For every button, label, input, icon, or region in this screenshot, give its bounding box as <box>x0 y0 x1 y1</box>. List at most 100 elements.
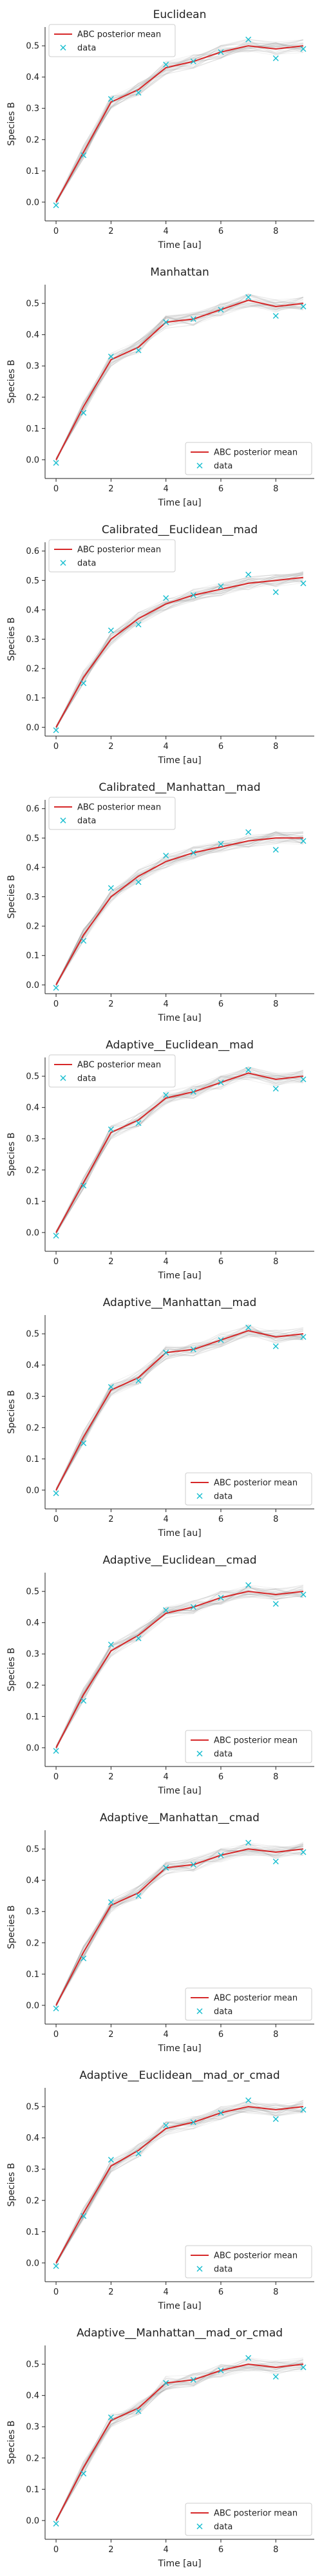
data-marker-stroke <box>135 1120 142 1126</box>
posterior-sample-line <box>55 303 303 460</box>
posterior-sample-line <box>55 294 303 459</box>
y-tick-label: 0.4 <box>26 73 39 82</box>
y-tick-label: 0.0 <box>26 1743 39 1753</box>
x-tick-label: 8 <box>273 2545 278 2555</box>
y-axis-label: Species B <box>6 1906 17 1949</box>
posterior-sample-line <box>55 1591 303 1749</box>
data-marker-stroke <box>80 2470 87 2477</box>
y-tick-label: 0.3 <box>26 1392 39 1402</box>
y-tick-label: 0.3 <box>26 893 39 902</box>
y-tick-label: 0.6 <box>26 547 39 556</box>
data-marker-stroke <box>190 1861 196 1868</box>
legend-frame <box>185 1987 312 2021</box>
data-marker <box>300 46 307 52</box>
data-marker-stroke <box>108 354 114 360</box>
data-marker <box>190 1861 196 1868</box>
data-marker-stroke <box>135 1635 142 1642</box>
posterior-sample-line <box>55 1330 304 1491</box>
posterior-sample-line <box>55 44 303 204</box>
data-marker-stroke <box>245 2097 252 2103</box>
x-tick-label: 4 <box>164 2287 169 2297</box>
posterior-sample-line <box>55 1075 304 1233</box>
posterior-sample-line <box>55 1329 304 1490</box>
data-marker <box>53 1233 59 1239</box>
y-tick-label: 0.4 <box>26 2134 39 2143</box>
data-marker <box>272 847 279 853</box>
posterior-sample-line <box>55 2364 303 2521</box>
posterior-sample-line <box>55 43 303 202</box>
posterior-sample-line <box>55 2367 303 2521</box>
data-marker-stroke <box>163 1607 169 1613</box>
data-marker <box>53 1748 59 1754</box>
data-marker <box>245 1582 252 1588</box>
x-tick-label: 0 <box>53 2287 59 2297</box>
data-marker <box>80 1955 87 1962</box>
posterior-sample-line <box>55 1584 304 1748</box>
posterior-sample-line <box>55 2107 303 2264</box>
data-marker <box>108 2157 114 2163</box>
posterior-sample-line <box>55 1589 304 1748</box>
data-marker <box>272 313 279 319</box>
data-marker-stroke <box>245 829 252 835</box>
data-marker-stroke <box>218 307 224 313</box>
y-tick-label: 0.0 <box>26 2259 39 2268</box>
posterior-sample-line <box>55 573 304 729</box>
chart-panel: Manhattan 0 2 4 6 8 0.0 0.1 0.2 0.3 0.4 0.5 Time [au… <box>6 266 314 508</box>
posterior-sample-line <box>55 1066 303 1233</box>
chart-panel: Calibrated__Manhattan__mad 0 2 4 6 8 0.0 0.1 0.2… <box>6 781 314 1023</box>
posterior-sample-line <box>55 1072 303 1235</box>
x-tick-label: 8 <box>273 484 278 494</box>
chart-title: Adaptive__Euclidean__mad_or_cmad <box>79 2069 279 2082</box>
legend-mean-label: ABC posterior mean <box>77 30 161 40</box>
data-marker-stroke <box>218 1595 224 1601</box>
posterior-sample-line <box>55 46 303 201</box>
y-tick-label: 0.4 <box>26 1876 39 1886</box>
data-marker-stroke <box>53 460 59 466</box>
posterior-sample-line <box>55 1850 303 2005</box>
data-marker <box>218 1337 224 1343</box>
posterior-sample-line <box>55 1075 304 1235</box>
data-marker <box>272 1086 279 1092</box>
y-tick-label: 0.3 <box>26 362 39 372</box>
posterior-sample-line <box>55 1591 303 1748</box>
posterior-mean-line <box>55 45 304 203</box>
posterior-sample-line <box>55 1334 303 1492</box>
y-axis-label: Species B <box>6 1133 17 1177</box>
y-tick-label: 0.1 <box>26 2228 39 2237</box>
x-tick-label: 6 <box>218 1515 223 1524</box>
data-marker-stroke <box>108 1899 114 1906</box>
y-axis-label: Species B <box>6 618 17 661</box>
data-marker-stroke <box>300 2107 307 2113</box>
data-marker <box>53 727 59 734</box>
legend-data-label: data <box>77 1074 96 1084</box>
data-marker <box>218 1595 224 1601</box>
posterior-sample-line <box>55 1850 303 2005</box>
posterior-sample-line <box>55 2363 303 2523</box>
chart-panel: Adaptive__Euclidean__mad 0 2 4 6 8 0.0 0.1 0.2 0.… <box>6 1039 314 1281</box>
posterior-mean-line <box>55 299 304 460</box>
data-marker <box>135 1120 142 1126</box>
data-marker <box>108 1899 114 1906</box>
x-tick-label: 0 <box>53 742 59 752</box>
y-tick-label: 0.2 <box>26 665 39 674</box>
data-marker-stroke <box>300 1591 307 1598</box>
data-marker-stroke <box>300 1334 307 1340</box>
posterior-sample-line <box>55 2364 303 2521</box>
chart-panel: Adaptive__Manhattan__mad 0 2 4 6 8 0.0 0.1 0.2 0.… <box>6 1296 314 1539</box>
posterior-sample-line <box>55 300 304 460</box>
data-marker <box>108 96 114 102</box>
x-tick-label: 6 <box>218 1257 223 1267</box>
posterior-sample-line <box>55 2109 303 2265</box>
chart-title: Adaptive__Manhattan__mad <box>103 1296 257 1309</box>
chart-title: Adaptive__Manhattan__mad_or_cmad <box>77 2327 283 2340</box>
posterior-sample-line <box>55 2363 303 2520</box>
posterior-sample-line <box>55 1332 303 1491</box>
data-marker-stroke <box>80 1698 87 1704</box>
posterior-sample-line <box>55 1329 303 1491</box>
data-marker <box>190 58 196 64</box>
legend-data-swatch <box>196 2008 203 2014</box>
y-tick-label: 0.6 <box>26 804 39 814</box>
posterior-sample-line <box>55 301 303 460</box>
posterior-sample-line <box>55 1068 303 1235</box>
posterior-sample-line <box>55 43 303 201</box>
